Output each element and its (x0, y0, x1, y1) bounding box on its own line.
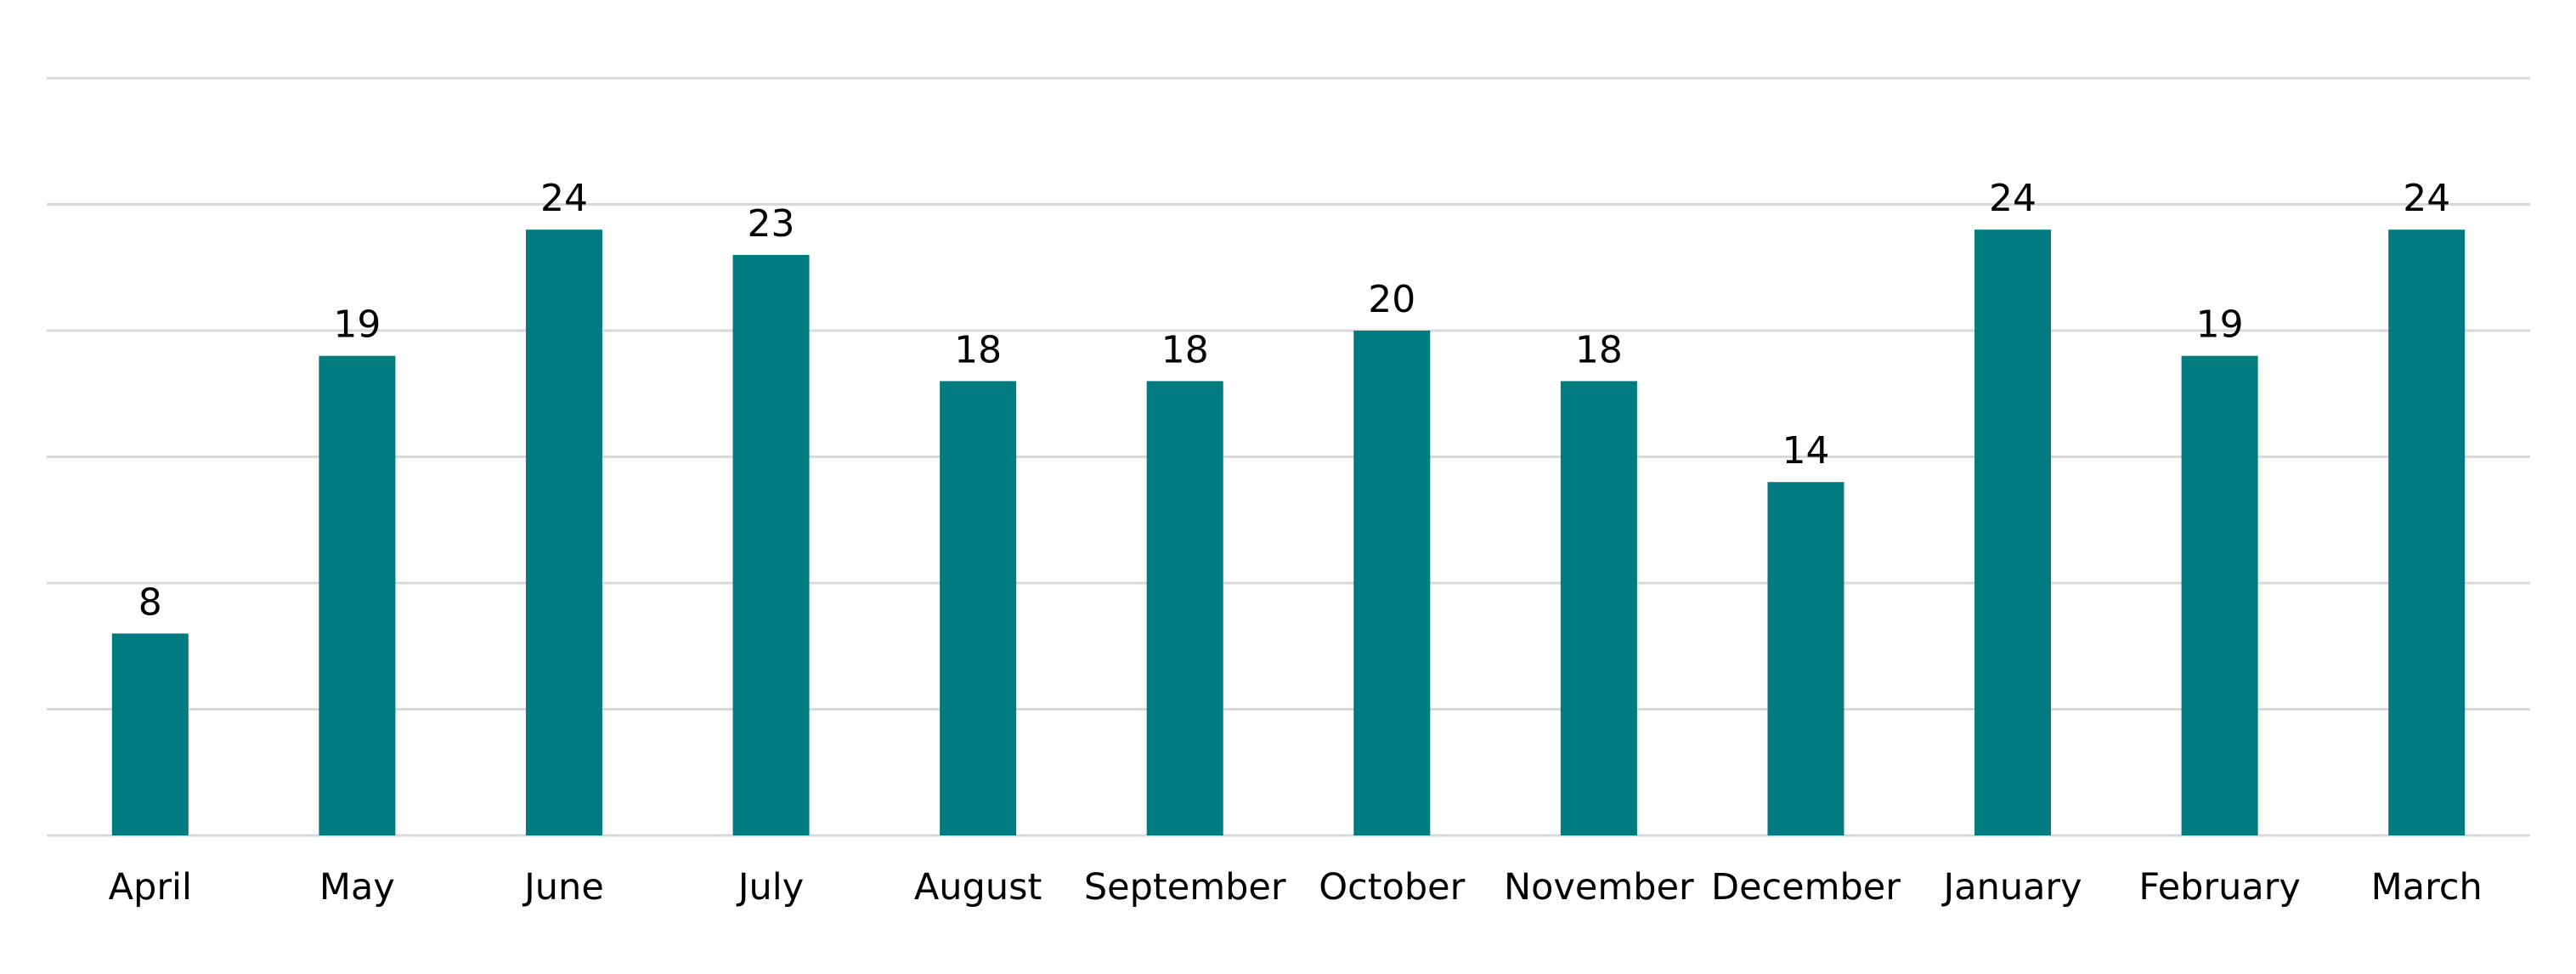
x-tick-label-november: November (1504, 866, 1694, 909)
data-label-july: 23 (748, 202, 795, 246)
x-tick-label-july: July (736, 866, 804, 909)
bar-january (1974, 229, 2052, 835)
bar-october (1353, 331, 1431, 835)
bar-july (732, 254, 810, 835)
bar-may (319, 355, 396, 835)
x-tick-label-april: April (109, 866, 192, 909)
data-label-april: 8 (138, 580, 162, 624)
data-label-august: 18 (954, 328, 1002, 371)
bar-november (1560, 381, 1637, 835)
x-tick-label-march: March (2371, 866, 2483, 909)
bar-march (2388, 229, 2466, 835)
x-tick-label-august: August (914, 866, 1042, 909)
data-label-september: 18 (1161, 328, 1209, 371)
bars (111, 229, 2466, 835)
bar-june (525, 229, 602, 835)
gridlines (47, 76, 2530, 837)
x-tick-label-january: January (1941, 866, 2082, 909)
x-tick-label-december: December (1711, 866, 1901, 909)
data-labels: 8 19 24 23 18 18 20 18 14 24 19 24 (138, 177, 2450, 624)
category-labels: April May June July August September October No… (109, 866, 2483, 909)
data-label-january: 24 (1989, 177, 2037, 220)
bar-august (940, 381, 1017, 835)
x-tick-label-february: February (2138, 866, 2301, 909)
x-tick-label-may: May (319, 866, 395, 909)
x-tick-label-october: October (1319, 866, 1465, 909)
bar-september (1146, 381, 1223, 835)
x-tick-label-june: June (522, 866, 604, 909)
data-label-october: 20 (1368, 278, 1415, 321)
x-tick-label-september: September (1084, 866, 1286, 909)
bar-february (2181, 355, 2258, 835)
data-label-february: 19 (2196, 303, 2244, 347)
data-label-december: 14 (1782, 429, 1829, 473)
data-label-november: 18 (1575, 328, 1623, 371)
data-label-march: 24 (2403, 177, 2450, 220)
data-label-may: 19 (333, 303, 381, 347)
data-label-june: 24 (540, 177, 588, 220)
bar-december (1767, 482, 1844, 835)
bar-april (111, 633, 189, 835)
